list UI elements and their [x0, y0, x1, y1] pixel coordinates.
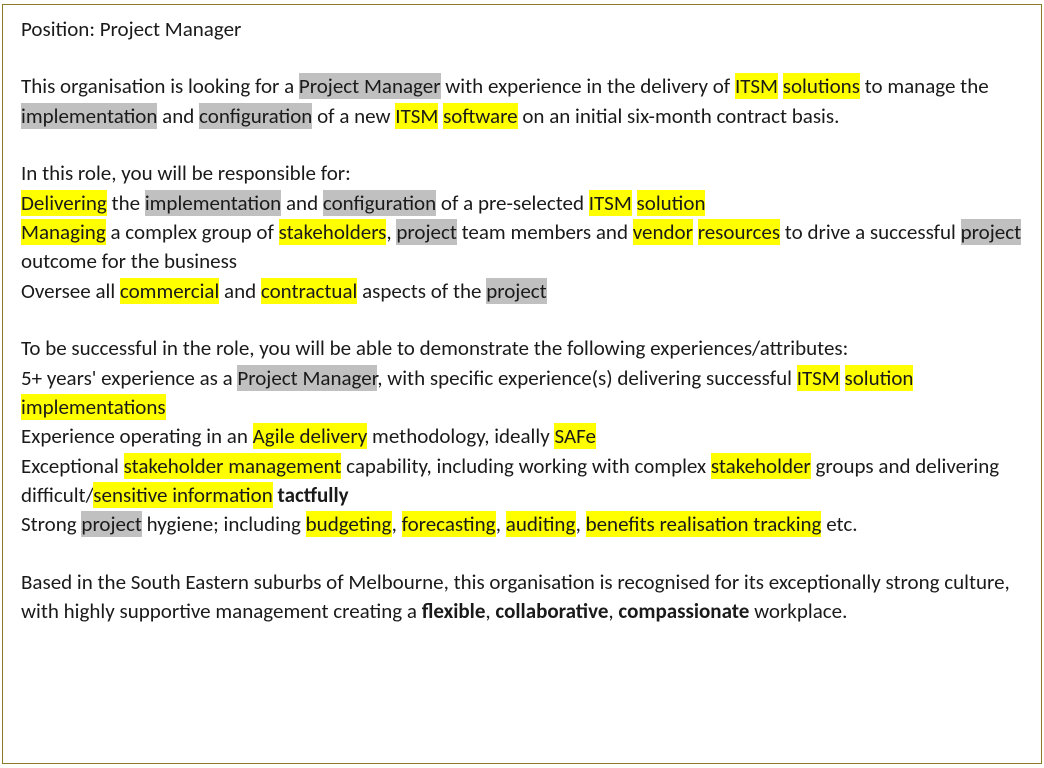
- highlight-yellow: commercial: [120, 278, 219, 304]
- text: This organisation is looking for a: [21, 73, 299, 99]
- attributes-block: To be successful in the role, you will b…: [21, 334, 1023, 540]
- text: etc.: [821, 511, 857, 537]
- highlight-yellow: solutions: [783, 73, 860, 99]
- text: with experience in the delivery of: [441, 73, 735, 99]
- highlight-yellow: stakeholder: [711, 453, 811, 479]
- text: and: [219, 278, 261, 304]
- highlight-grey: project: [961, 219, 1021, 245]
- highlight-grey: Project Manager: [299, 73, 441, 99]
- bold-text: tactfully: [278, 482, 349, 508]
- text: 5+ years' experience as a: [21, 365, 237, 391]
- highlight-yellow: stakeholders: [279, 219, 387, 245]
- highlight-grey: implementation: [145, 190, 281, 216]
- document-box: Position: Project Manager This organisat…: [2, 4, 1042, 764]
- text: and: [157, 103, 199, 129]
- highlight-yellow: budgeting: [306, 511, 392, 537]
- text: of a new: [312, 103, 395, 129]
- text: [693, 219, 698, 245]
- text: ,: [392, 511, 402, 537]
- highlight-yellow: resources: [698, 219, 780, 245]
- highlight-grey: project: [81, 511, 141, 537]
- text: ,: [576, 511, 586, 537]
- text: In this role, you will be responsible fo…: [21, 160, 351, 186]
- highlight-grey: implementation: [21, 103, 157, 129]
- highlight-yellow: software: [443, 103, 518, 129]
- text: team members and: [457, 219, 633, 245]
- text: ,: [485, 598, 495, 624]
- highlight-yellow: Agile delivery: [253, 423, 368, 449]
- highlight-grey: Project Manager: [237, 365, 377, 391]
- text: Oversee all: [21, 278, 120, 304]
- highlight-yellow: sensitive information: [93, 482, 272, 508]
- highlight-yellow: contractual: [261, 278, 357, 304]
- bold-text: compassionate: [618, 598, 749, 624]
- bold-text: collaborative: [495, 598, 608, 624]
- highlight-yellow: ITSM: [395, 103, 438, 129]
- highlight-yellow: auditing: [506, 511, 576, 537]
- text: ,: [496, 511, 506, 537]
- text: [840, 365, 845, 391]
- page: Position: Project Manager This organisat…: [0, 0, 1044, 768]
- text: to manage the: [860, 73, 989, 99]
- highlight-yellow: Managing: [21, 219, 106, 245]
- text: of a pre-selected: [436, 190, 589, 216]
- text: on an initial six-month contract basis.: [518, 103, 840, 129]
- text: [632, 190, 637, 216]
- responsibilities-block: In this role, you will be responsible fo…: [21, 159, 1023, 306]
- text: ,: [608, 598, 618, 624]
- text: Strong: [21, 511, 81, 537]
- highlight-yellow: forecasting: [402, 511, 496, 537]
- text: To be successful in the role, you will b…: [21, 335, 848, 361]
- text: to drive a successful: [780, 219, 961, 245]
- text: and: [281, 190, 323, 216]
- intro-paragraph: This organisation is looking for a Proje…: [21, 72, 1023, 131]
- footer-paragraph: Based in the South Eastern suburbs of Me…: [21, 568, 1023, 627]
- highlight-grey: configuration: [199, 103, 312, 129]
- highlight-grey: project: [396, 219, 456, 245]
- highlight-yellow: vendor: [633, 219, 693, 245]
- text: , with specific experience(s) delivering…: [377, 365, 796, 391]
- text: ,: [386, 219, 396, 245]
- text: Exceptional: [21, 453, 124, 479]
- highlight-yellow: solution: [637, 190, 706, 216]
- highlight-yellow: SAFe: [554, 423, 595, 449]
- highlight-grey: configuration: [323, 190, 436, 216]
- highlight-yellow: stakeholder management: [124, 453, 342, 479]
- text: methodology, ideally: [367, 423, 554, 449]
- position-line: Position: Project Manager: [21, 15, 1023, 44]
- text: capability, including working with compl…: [341, 453, 711, 479]
- highlight-yellow: ITSM: [735, 73, 778, 99]
- highlight-yellow: ITSM: [589, 190, 632, 216]
- highlight-grey: project: [486, 278, 546, 304]
- text: hygiene; including: [142, 511, 306, 537]
- bold-text: flexible: [422, 598, 486, 624]
- text: outcome for the business: [21, 248, 237, 274]
- highlight-yellow: Delivering: [21, 190, 107, 216]
- text: the: [107, 190, 145, 216]
- text: a complex group of: [106, 219, 279, 245]
- text: Experience operating in an: [21, 423, 253, 449]
- text: workplace.: [749, 598, 847, 624]
- highlight-yellow: ITSM: [797, 365, 840, 391]
- highlight-yellow: benefits realisation tracking: [586, 511, 822, 537]
- text: aspects of the: [357, 278, 486, 304]
